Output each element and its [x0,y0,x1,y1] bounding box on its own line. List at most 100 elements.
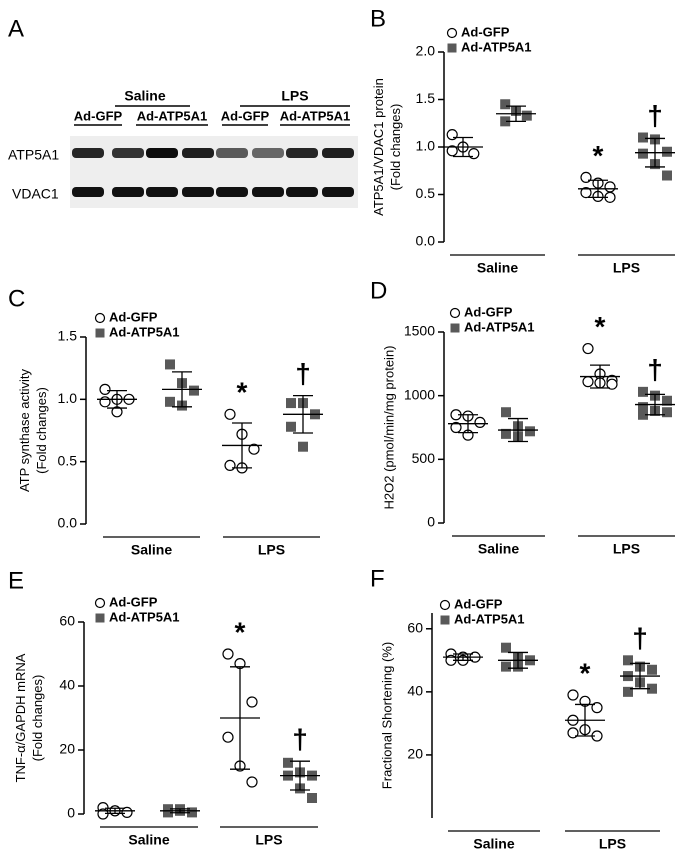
blot-band [286,187,318,197]
category-label: Saline [473,836,514,852]
data-point [99,396,111,408]
blot-bands [72,148,354,197]
data-point [580,187,592,199]
data-point [501,428,511,439]
panel-letter: F [370,565,385,592]
legend-label: Ad-ATP5A1 [454,611,525,626]
lane-label: Ad-ATP5A1 [137,108,208,123]
data-point [604,181,616,193]
y-axis-label: (Fold changes) [30,675,45,762]
data-point [501,642,511,653]
data-point [224,459,236,472]
legend-marker [439,599,451,611]
blot-band [286,148,318,158]
group-label: Saline [124,88,165,104]
category-label: Saline [477,260,518,276]
category-label: LPS [258,542,285,558]
data-point [623,655,633,666]
significance-mark: † [292,724,308,755]
data-point [246,776,258,788]
data-point [222,731,234,743]
data-point [307,793,317,803]
data-point [501,661,511,672]
y-tick-label: 0.0 [58,515,78,531]
data-point [521,110,532,121]
y-tick-label: 1500 [404,323,435,339]
category-label: Saline [128,832,169,848]
blot-band [252,187,284,197]
y-axis-label: ATP5A1/VDAC1 protein [371,78,386,216]
blot-band [182,148,214,158]
panel-letter: E [8,567,24,594]
data-point [662,407,672,418]
category-label: LPS [613,541,640,557]
y-tick-label: 1.0 [416,138,436,154]
data-point [582,376,594,388]
legend-marker [450,323,460,333]
data-point [606,378,618,390]
y-tick-label: 1.0 [58,390,78,406]
y-tick-label: 0.0 [416,233,436,249]
data-point [647,683,657,694]
data-point [638,402,648,413]
legend-label: Ad-GFP [109,309,158,324]
data-point [286,421,296,432]
lane-label: Ad-GFP [221,108,270,123]
y-tick-label: 1.5 [58,328,78,344]
y-tick-label: 40 [407,683,423,699]
data-point [248,443,260,455]
y-tick-label: 1000 [404,386,435,402]
category-label: Saline [131,542,172,558]
significance-mark: * [235,616,246,647]
data-point [222,648,234,660]
data-point [187,807,197,818]
data-point [450,421,462,434]
data-point [567,689,579,701]
data-point [298,441,308,452]
panel-letter: D [370,277,387,304]
data-point [246,696,258,708]
data-point [582,342,594,355]
legend-label: Ad-GFP [464,304,513,319]
significance-mark: * [593,140,604,171]
data-point [121,806,133,819]
blot-band [112,187,144,197]
legend-marker [95,328,105,338]
significance-mark: † [647,100,663,131]
legend-label: Ad-GFP [109,594,158,609]
data-point [647,664,657,675]
legend-label: Ad-GFP [461,24,510,39]
data-point [662,395,672,406]
blot-band [146,187,178,197]
data-point [99,383,111,395]
row-label: VDAC1 [12,186,59,202]
blot-band [322,148,354,158]
legend-marker [447,43,457,53]
data-point [638,409,648,420]
category-label: LPS [613,260,640,276]
data-point [567,727,579,739]
data-point [446,145,458,157]
y-axis-label: TNF-α/GAPDH mRNA [13,653,28,782]
data-point [623,686,633,697]
data-point [165,396,175,407]
blot-band [146,148,178,158]
y-axis-label: (Fold changes) [388,104,403,191]
data-point [638,132,648,143]
panel-letter: B [370,5,386,32]
data-point [638,148,648,159]
legend-marker [440,615,450,625]
legend-marker [94,312,106,324]
y-tick-label: 2.0 [416,43,436,59]
data-point [165,359,175,370]
legend-label: Ad-GFP [454,596,503,611]
data-point [283,757,293,768]
significance-mark: * [595,311,606,342]
significance-mark: * [580,657,591,688]
blot-band [252,148,284,158]
y-axis-label: ATP synthase activity [17,368,32,492]
y-tick-label: 0 [427,514,435,530]
data-point [525,426,535,437]
significance-mark: † [632,623,648,654]
